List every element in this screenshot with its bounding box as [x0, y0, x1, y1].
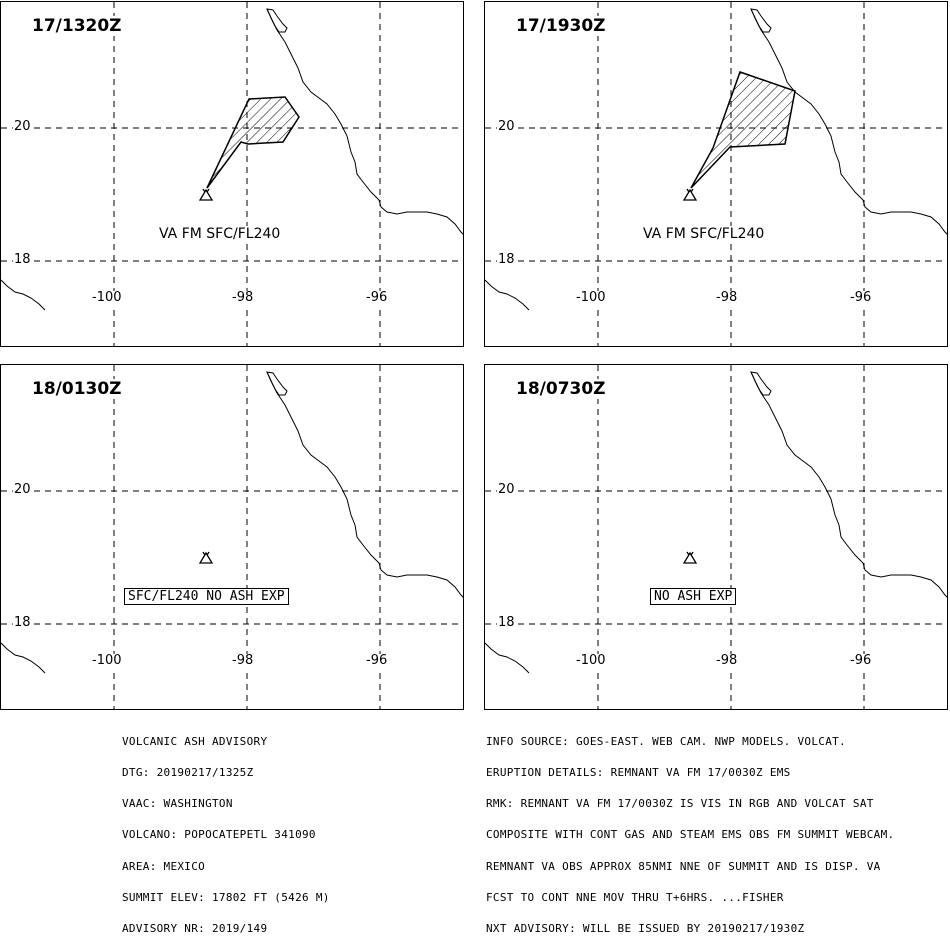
advisory-details-text: INFO SOURCE: GOES-EAST. WEB CAM. NWP MOD…	[486, 716, 894, 945]
latitude-label-20: 20	[13, 482, 32, 497]
volcano-icon	[682, 188, 698, 201]
valid-time-label: 18/0730Z	[515, 379, 607, 399]
longitude-label-96: -96	[849, 653, 873, 668]
volcano-icon	[198, 188, 214, 201]
longitude-label-100: -100	[575, 290, 607, 305]
map-canvas	[1, 365, 463, 709]
latitude-label-20: 20	[13, 119, 32, 134]
longitude-label-98: -98	[231, 653, 255, 668]
graticule	[1, 2, 463, 346]
latitude-label-18: 18	[497, 615, 516, 630]
ash-polygon	[690, 71, 796, 189]
coastline	[485, 8, 947, 311]
valid-time-label: 18/0130Z	[31, 379, 123, 399]
longitude-label-98: -98	[715, 290, 739, 305]
no-ash-box: NO ASH EXP	[650, 588, 737, 605]
advisory-line: DTG: 20190217/1325Z	[122, 766, 254, 780]
valid-time-label: 17/1930Z	[515, 16, 607, 36]
advisory-line: REMNANT VA OBS APPROX 85NMI NNE OF SUMMI…	[486, 859, 881, 873]
no-ash-box: SFC/FL240 NO ASH EXP	[124, 588, 289, 605]
ash-height-label: VA FM SFC/FL240	[158, 226, 282, 242]
volcano-icon	[198, 551, 214, 564]
longitude-label-96: -96	[849, 290, 873, 305]
advisory-line: ADVISORY NR: 2019/149	[122, 922, 268, 936]
advisory-header-text: VOLCANIC ASH ADVISORY DTG: 20190217/1325…	[122, 716, 330, 945]
longitude-label-98: -98	[715, 653, 739, 668]
coastline	[1, 371, 463, 674]
volcano-icon	[682, 551, 698, 564]
map-canvas	[485, 2, 947, 346]
longitude-label-96: -96	[365, 290, 389, 305]
map-panel-4: 18/0730Z 20 18 -100 -98 -96 NO ASH EXP	[484, 364, 948, 710]
longitude-label-100: -100	[575, 653, 607, 668]
advisory-line: INFO SOURCE: GOES-EAST. WEB CAM. NWP MOD…	[486, 734, 846, 748]
longitude-label-98: -98	[231, 290, 255, 305]
advisory-line: VAAC: WASHINGTON	[122, 797, 233, 811]
longitude-label-100: -100	[91, 653, 123, 668]
advisory-line: COMPOSITE WITH CONT GAS AND STEAM EMS OB…	[486, 828, 895, 842]
longitude-label-100: -100	[91, 290, 123, 305]
advisory-line: VOLCANIC ASH ADVISORY	[122, 734, 268, 748]
advisory-line: FCST TO CONT NNE MOV THRU T+6HRS. ...FIS…	[486, 890, 784, 904]
advisory-line: AREA: MEXICO	[122, 859, 206, 873]
advisory-line: VOLCANO: POPOCATEPETL 341090	[122, 828, 316, 842]
latitude-label-18: 18	[497, 252, 516, 267]
map-canvas	[1, 2, 463, 346]
advisory-line: NXT ADVISORY: WILL BE ISSUED BY 20190217…	[486, 922, 805, 936]
map-canvas	[485, 365, 947, 709]
ash-polygon	[206, 96, 300, 189]
map-panel-2: 17/1930Z 20 18 -100 -98 -96 VA FM SFC/FL…	[484, 1, 948, 347]
latitude-label-20: 20	[497, 482, 516, 497]
advisory-line: SUMMIT ELEV: 17802 FT (5426 M)	[122, 890, 330, 904]
coastline	[485, 371, 947, 674]
graticule	[485, 2, 947, 346]
latitude-label-18: 18	[13, 615, 32, 630]
advisory-line: ERUPTION DETAILS: REMNANT VA FM 17/0030Z…	[486, 766, 791, 780]
latitude-label-18: 18	[13, 252, 32, 267]
ash-height-label: VA FM SFC/FL240	[642, 226, 766, 242]
graticule	[1, 365, 463, 709]
valid-time-label: 17/1320Z	[31, 16, 123, 36]
coastline	[1, 8, 463, 311]
latitude-label-20: 20	[497, 119, 516, 134]
map-panel-3: 18/0130Z 20 18 -100 -98 -96 SFC/FL240 NO…	[0, 364, 464, 710]
longitude-label-96: -96	[365, 653, 389, 668]
advisory-line: RMK: REMNANT VA FM 17/0030Z IS VIS IN RG…	[486, 797, 874, 811]
graticule	[485, 365, 947, 709]
map-panel-1: 17/1320Z 20 18 -100 -98 -96 VA FM SFC/FL…	[0, 1, 464, 347]
